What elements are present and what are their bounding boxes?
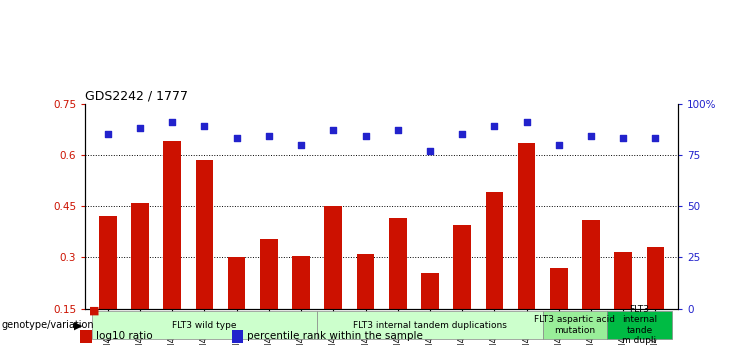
Bar [389,218,407,309]
Bar [518,143,536,309]
Point [488,123,500,129]
Bar [582,220,600,309]
Bar [485,193,503,309]
Bar [607,311,671,339]
Point [553,142,565,147]
Bar [325,206,342,309]
Point [424,148,436,154]
Text: FLT3 internal tandem duplications: FLT3 internal tandem duplications [353,321,507,330]
Bar [227,257,245,309]
Bar [231,330,243,343]
Bar [317,311,542,339]
Point [359,134,371,139]
Text: percentile rank within the sample: percentile rank within the sample [247,332,423,341]
Point [456,131,468,137]
Bar [92,311,317,339]
Bar [614,252,632,309]
Text: FLT3 aspartic acid
mutation: FLT3 aspartic acid mutation [534,315,616,335]
Text: GDS2242 / 1777: GDS2242 / 1777 [85,89,188,102]
Bar [260,239,278,309]
Point [134,125,146,131]
Point [166,119,178,125]
Bar [131,203,149,309]
Text: FLT3
internal
tande
m dupli: FLT3 internal tande m dupli [622,305,657,345]
Bar [421,273,439,309]
Bar [453,225,471,309]
Point [392,127,404,133]
Text: genotype/variation: genotype/variation [1,321,94,330]
Text: FLT3 wild type: FLT3 wild type [172,321,236,330]
Bar [99,216,116,309]
Point [521,119,533,125]
Point [295,142,307,147]
Point [102,131,113,137]
Text: ▶: ▶ [74,321,82,330]
Text: log10 ratio: log10 ratio [96,332,153,341]
Text: ■: ■ [89,305,99,315]
Point [199,123,210,129]
Bar [550,268,568,309]
Bar [81,330,92,343]
Bar [542,311,607,339]
Bar [647,247,665,309]
Point [617,136,629,141]
Point [328,127,339,133]
Point [585,134,597,139]
Point [263,134,275,139]
Point [230,136,242,141]
Point [650,136,662,141]
Bar [356,254,374,309]
Bar [163,141,181,309]
Bar [292,256,310,309]
Bar [196,160,213,309]
